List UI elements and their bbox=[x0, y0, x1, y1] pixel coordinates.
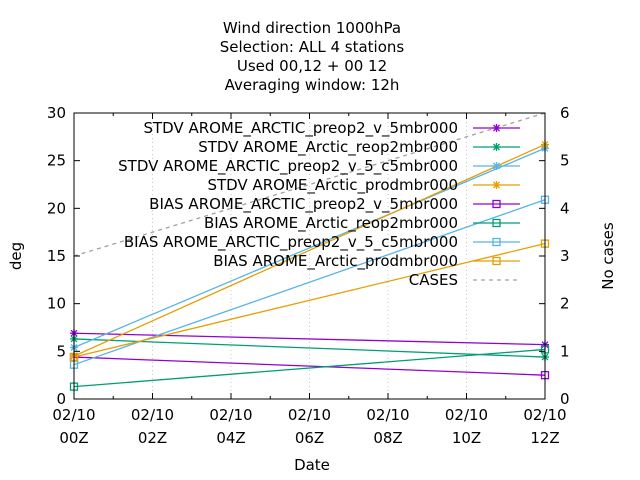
series-line bbox=[73, 199, 546, 366]
y2-tick-label: 0 bbox=[560, 390, 570, 408]
title-line-2: Selection: ALL 4 stations bbox=[220, 38, 405, 56]
series-line bbox=[73, 143, 546, 357]
legend-marker bbox=[492, 181, 501, 189]
x-tick-label-hour: 02Z bbox=[138, 429, 167, 447]
legend-label: STDV AROME_ARCTIC_preop2_v_5_c5mbr000 bbox=[118, 157, 458, 176]
y-tick-label: 15 bbox=[47, 247, 66, 265]
x-tick-label-date: 02/10 bbox=[366, 406, 409, 424]
legend-entry: STDV AROME_Arctic_prodmbr000 bbox=[207, 176, 520, 195]
x-tick-label-date: 02/10 bbox=[445, 406, 488, 424]
legend-label: CASES bbox=[409, 271, 458, 289]
x-tick-label-date: 02/10 bbox=[209, 406, 252, 424]
x-axis-label: Date bbox=[294, 456, 330, 474]
series-line bbox=[73, 332, 546, 346]
series-1 bbox=[70, 329, 549, 349]
legend-marker bbox=[492, 237, 501, 247]
y-axis-label: deg bbox=[7, 242, 25, 270]
y2-tick-label: 4 bbox=[560, 199, 570, 217]
x-tick-label-hour: 12Z bbox=[530, 429, 559, 447]
legend-entry: STDV AROME_ARCTIC_preop2_v_5mbr000 bbox=[143, 119, 520, 138]
legend-marker bbox=[492, 256, 501, 266]
series-6 bbox=[69, 345, 550, 391]
y-tick-label: 0 bbox=[56, 390, 66, 408]
title-line-1: Wind direction 1000hPa bbox=[223, 19, 401, 37]
y-tick-label: 25 bbox=[47, 152, 66, 170]
x-tick-label-date: 02/10 bbox=[131, 406, 174, 424]
legend-entry: BIAS AROME_Arctic_reop2mbr000 bbox=[204, 214, 520, 233]
legend-entry: STDV AROME_ARCTIC_preop2_v_5_c5mbr000 bbox=[118, 157, 520, 176]
y2-tick-label: 3 bbox=[560, 247, 570, 265]
y-tick-label: 10 bbox=[47, 295, 66, 313]
y2-tick-label: 5 bbox=[560, 152, 570, 170]
x-tick-label-hour: 08Z bbox=[373, 429, 402, 447]
legend-entry: BIAS AROME_ARCTIC_preop2_v_5_c5mbr000 bbox=[124, 233, 520, 252]
y2-tick-label: 1 bbox=[560, 342, 570, 360]
legend-entry: CASES bbox=[409, 271, 520, 289]
y-tick-label: 30 bbox=[47, 104, 66, 122]
series-line bbox=[73, 356, 546, 376]
series-line bbox=[73, 348, 546, 388]
legend-label: STDV AROME_ARCTIC_preop2_v_5mbr000 bbox=[143, 119, 458, 138]
legend-label: BIAS AROME_Arctic_reop2mbr000 bbox=[204, 214, 458, 233]
title-line-4: Averaging window: 12h bbox=[225, 76, 400, 94]
x-tick-label-hour: 06Z bbox=[295, 429, 324, 447]
legend-label: BIAS AROME_ARCTIC_preop2_v_5mbr000 bbox=[149, 195, 458, 214]
x-tick-label-hour: 00Z bbox=[59, 429, 88, 447]
x-tick-label-hour: 04Z bbox=[216, 429, 245, 447]
chart-title: Wind direction 1000hPa Selection: ALL 4 … bbox=[220, 19, 405, 94]
legend-marker bbox=[492, 162, 501, 170]
x-tick-label-date: 02/10 bbox=[288, 406, 331, 424]
legend-marker bbox=[492, 143, 501, 151]
legend-marker bbox=[492, 218, 501, 228]
x-tick-label-date: 02/10 bbox=[523, 406, 566, 424]
y2-tick-label: 6 bbox=[560, 104, 570, 122]
y-tick-label: 5 bbox=[56, 342, 66, 360]
legend-entry: BIAS AROME_Arctic_prodmbr000 bbox=[213, 252, 520, 271]
y2-axis-label: No cases bbox=[599, 222, 617, 290]
legend-label: BIAS AROME_ARCTIC_preop2_v_5_c5mbr000 bbox=[124, 233, 458, 252]
axis-ticks: 0 5 10 15 20 25 30 0 1 2 3 4 5 6 02/10 00Z 02/10 02Z 02/10… bbox=[47, 104, 570, 447]
legend-label: BIAS AROME_Arctic_prodmbr000 bbox=[213, 252, 458, 271]
series-9 bbox=[73, 112, 546, 257]
series-line bbox=[73, 112, 546, 257]
legend-label: STDV AROME_Arctic_prodmbr000 bbox=[207, 176, 458, 195]
y-tick-label: 20 bbox=[47, 199, 66, 217]
x-tick-label-hour: 10Z bbox=[452, 429, 481, 447]
series-line bbox=[73, 338, 546, 358]
title-line-3: Used 00,12 + 00 12 bbox=[237, 57, 387, 75]
legend-entry: STDV AROME_Arctic_reop2mbr000 bbox=[198, 138, 520, 157]
y2-tick-label: 2 bbox=[560, 295, 570, 313]
legend-marker bbox=[492, 199, 501, 209]
series-line bbox=[73, 242, 546, 358]
legend-marker bbox=[492, 124, 501, 132]
legend-label: STDV AROME_Arctic_reop2mbr000 bbox=[198, 138, 458, 157]
x-tick-label-date: 02/10 bbox=[52, 406, 95, 424]
legend-entry: BIAS AROME_ARCTIC_preop2_v_5mbr000 bbox=[149, 195, 520, 214]
series-line bbox=[73, 147, 546, 349]
